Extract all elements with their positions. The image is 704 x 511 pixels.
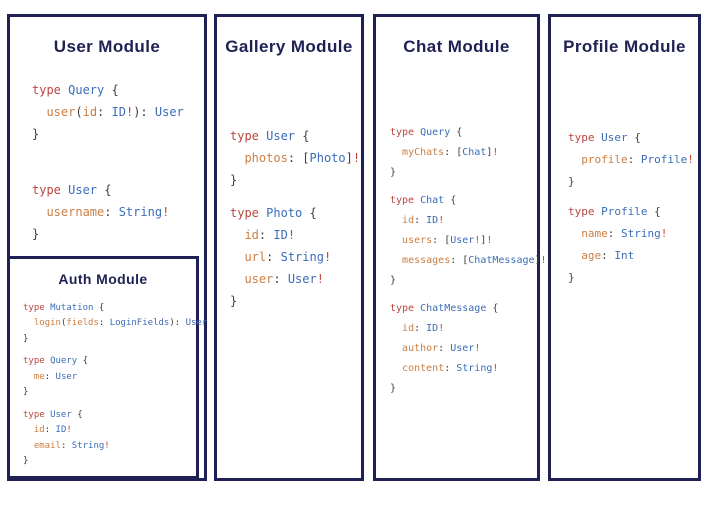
code-line: type Profile { bbox=[568, 205, 661, 219]
auth-module-title: Auth Module bbox=[58, 271, 148, 287]
code-line: type Query { bbox=[23, 356, 89, 367]
code-block: type Query { me: User} bbox=[23, 354, 196, 401]
gallery-module-code: type User { photos: [Photo]!} type Photo … bbox=[217, 125, 361, 312]
code-line: } bbox=[390, 383, 397, 395]
code-line: } bbox=[23, 387, 29, 398]
profile-module-panel: Profile Module type User { profile: Prof… bbox=[548, 14, 701, 481]
code-block: type User { username: String!} bbox=[32, 179, 204, 245]
code-line: } bbox=[32, 227, 40, 242]
code-block: type Chat { id: ID! users: [User!]! mess… bbox=[390, 191, 547, 291]
code-block: type Query { user(id: ID!): User} bbox=[32, 79, 204, 145]
code-line: } bbox=[230, 294, 238, 309]
code-line: } bbox=[568, 175, 575, 189]
code-line: username: String! bbox=[46, 205, 170, 220]
code-line: author: User! bbox=[402, 343, 481, 355]
code-line: } bbox=[390, 275, 397, 287]
code-block: type Query { myChats: [Chat]!} bbox=[390, 123, 537, 183]
code-block: type User { profile: Profile!} bbox=[568, 127, 698, 193]
code-line: type Photo { bbox=[230, 206, 317, 221]
profile-module-title: Profile Module bbox=[563, 37, 686, 56]
code-line: me: User bbox=[33, 371, 78, 382]
code-line: } bbox=[230, 173, 238, 188]
auth-module-panel: Auth Module type Mutation { login(fields… bbox=[7, 256, 208, 479]
code-line: } bbox=[23, 333, 29, 344]
user-module-title: User Module bbox=[53, 37, 161, 56]
auth-module-code: type Mutation { login(fields: LoginField… bbox=[10, 301, 208, 470]
code-block: type ChatMessage { id: ID! author: User!… bbox=[390, 299, 537, 399]
profile-module-code: type User { profile: Profile!} type Profi… bbox=[551, 127, 698, 289]
code-line: user(id: ID!): User bbox=[46, 105, 184, 120]
code-line: type Query { bbox=[390, 127, 463, 139]
code-line: type Chat { bbox=[390, 195, 457, 207]
code-line: type User { bbox=[568, 131, 641, 145]
code-line: url: String! bbox=[244, 250, 332, 265]
code-block: type Mutation { login(fields: LoginField… bbox=[23, 301, 208, 348]
code-line: email: String! bbox=[33, 440, 110, 451]
code-block: type User { photos: [Photo]!} bbox=[230, 125, 361, 191]
code-block: type Photo { id: ID! url: String! user: … bbox=[230, 202, 361, 312]
chat-module-panel: Chat Module type Query { myChats: [Chat]… bbox=[373, 14, 547, 481]
code-line: age: Int bbox=[581, 249, 635, 263]
code-line: user: User! bbox=[244, 272, 324, 287]
code-line: id: ID! bbox=[33, 425, 72, 436]
code-line: type ChatMessage { bbox=[390, 303, 499, 315]
chat-module-code: type Query { myChats: [Chat]!} type Chat … bbox=[376, 123, 547, 399]
code-line: content: String! bbox=[402, 363, 499, 375]
code-line: messages: [ChatMessage]! bbox=[402, 255, 547, 267]
code-line: } bbox=[390, 167, 397, 179]
code-line: } bbox=[23, 456, 29, 467]
code-line: profile: Profile! bbox=[581, 153, 694, 167]
gallery-module-panel: Gallery Module type User { photos: [Phot… bbox=[214, 14, 364, 481]
code-line: users: [User!]! bbox=[402, 235, 493, 247]
code-line: id: ID! bbox=[402, 215, 445, 227]
code-line: name: String! bbox=[581, 227, 668, 241]
user-module-code: type Query { user(id: ID!): User} type Us… bbox=[10, 79, 204, 245]
chat-module-title: Chat Module bbox=[403, 37, 510, 56]
code-line: } bbox=[568, 271, 575, 285]
code-line: type User { bbox=[23, 409, 83, 420]
code-line: type User { bbox=[230, 129, 310, 144]
code-block: type Profile { name: String! age: Int} bbox=[568, 201, 698, 289]
code-line: type User { bbox=[32, 183, 112, 198]
code-block: type User { id: ID! email: String!} bbox=[23, 408, 196, 470]
code-line: login(fields: LoginFields): User bbox=[33, 318, 208, 329]
code-line: type Query { bbox=[32, 83, 119, 98]
code-line: photos: [Photo]! bbox=[244, 151, 361, 166]
gallery-module-title: Gallery Module bbox=[225, 37, 353, 56]
code-line: id: ID! bbox=[402, 323, 445, 335]
code-line: myChats: [Chat]! bbox=[402, 147, 499, 159]
code-line: } bbox=[32, 127, 40, 142]
code-line: type Mutation { bbox=[23, 302, 105, 313]
code-line: id: ID! bbox=[244, 228, 296, 243]
